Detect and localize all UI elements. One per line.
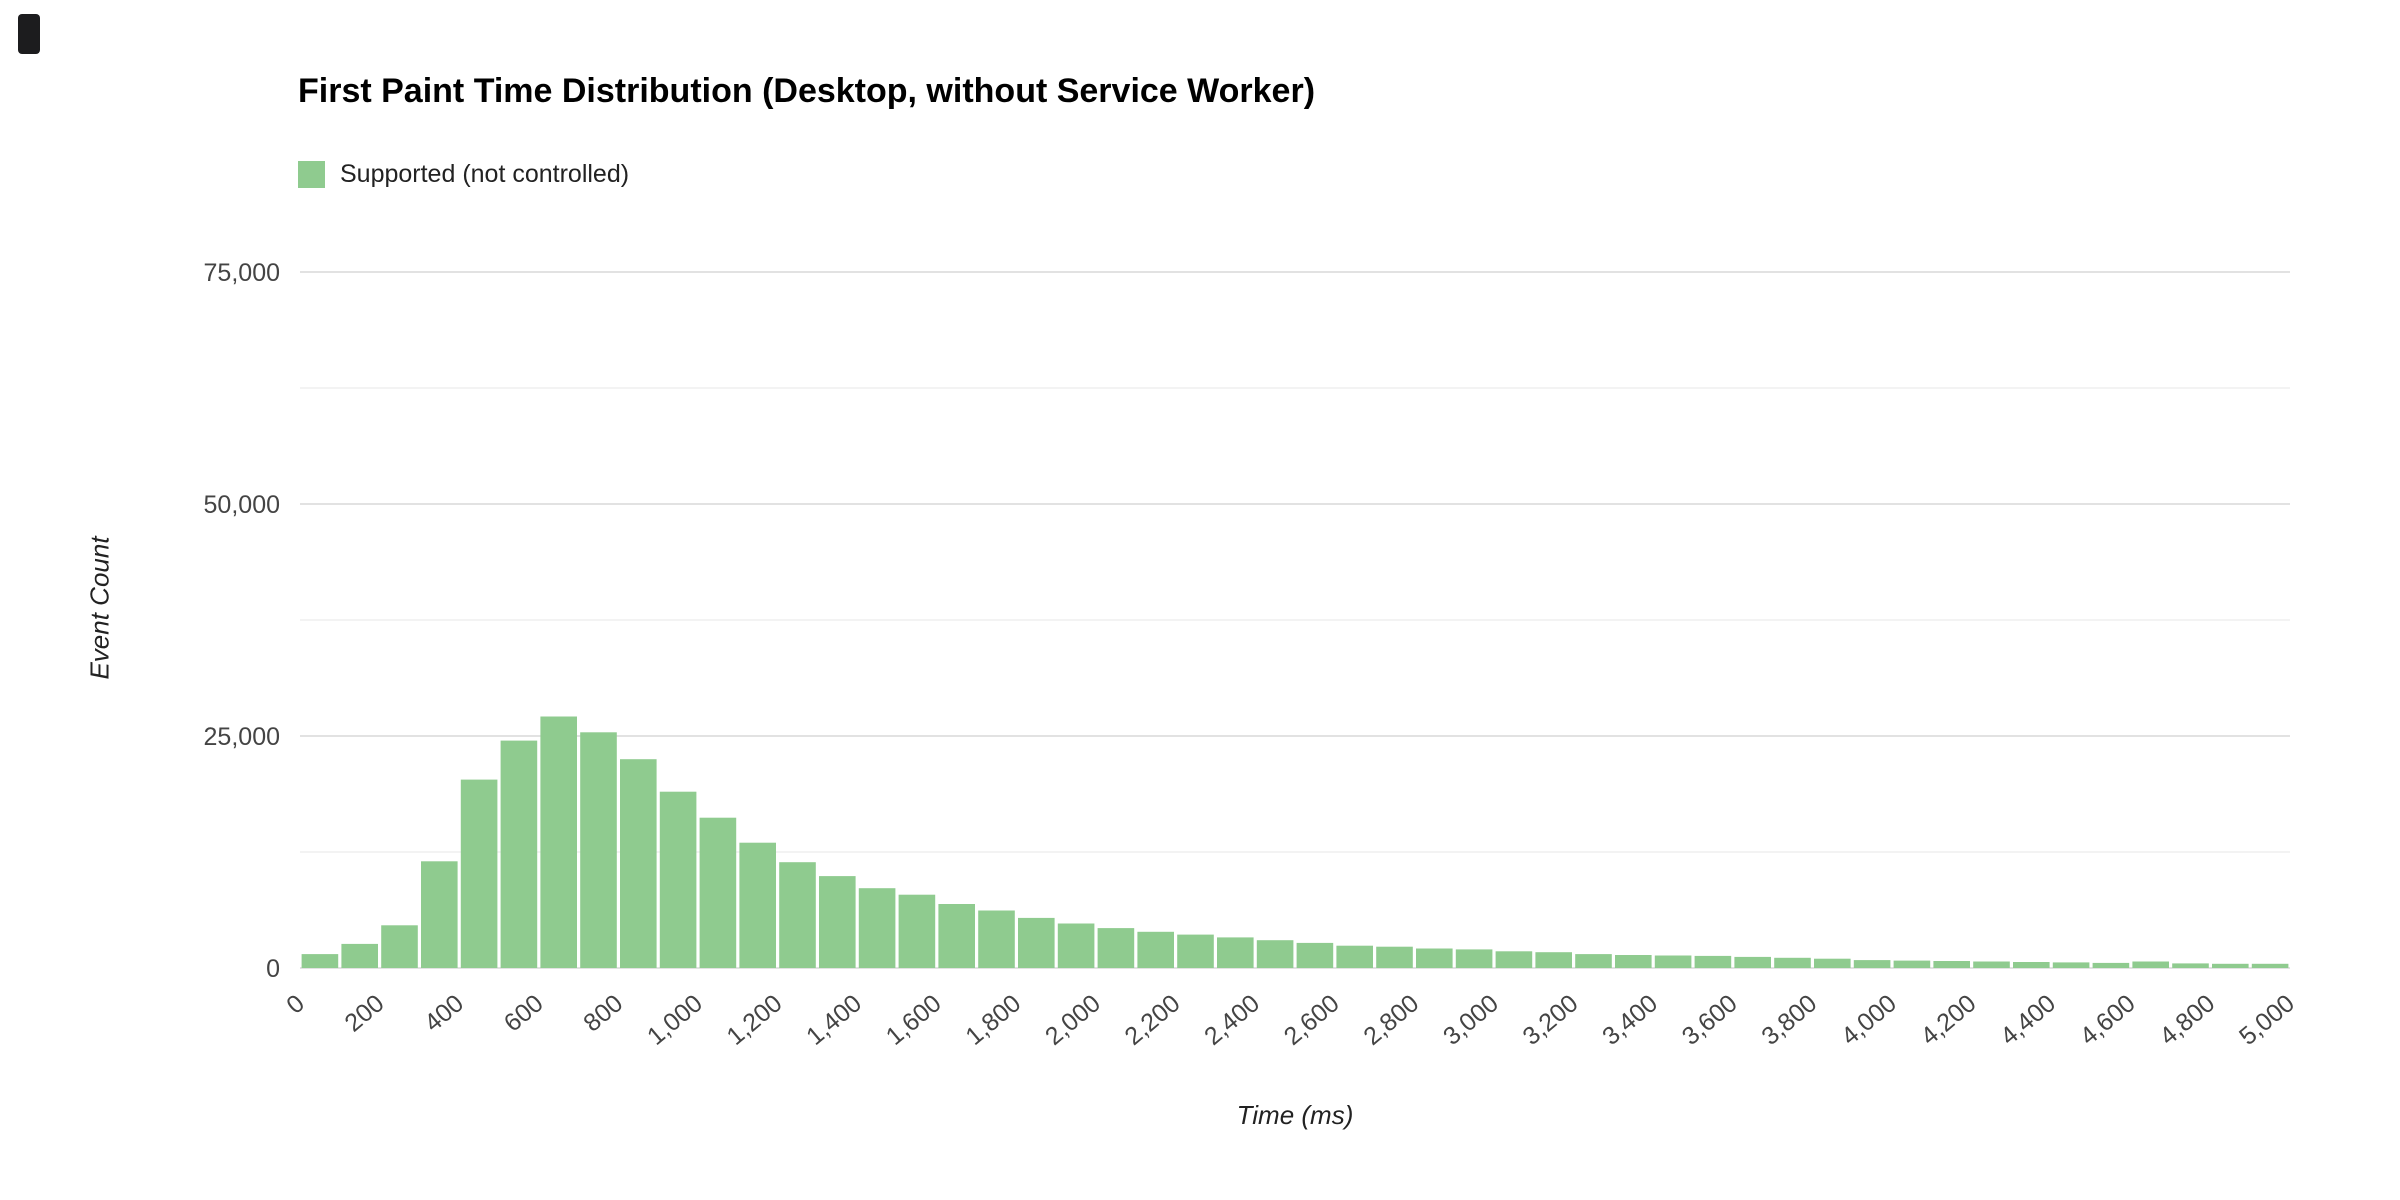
y-tick-label: 25,000: [204, 723, 280, 751]
histogram-bar[interactable]: [2132, 961, 2169, 969]
histogram-bar[interactable]: [1933, 961, 1970, 968]
histogram-bar[interactable]: [1097, 928, 1135, 968]
histogram-bar[interactable]: [1376, 946, 1413, 968]
x-tick-label: 0: [281, 989, 310, 1019]
histogram-bar[interactable]: [2092, 962, 2130, 968]
x-tick-label: 600: [499, 989, 549, 1037]
histogram-bar[interactable]: [898, 894, 936, 968]
x-tick-label: 400: [419, 989, 469, 1037]
x-tick-label: 2,200: [1120, 989, 1186, 1051]
histogram-bar[interactable]: [1973, 961, 2010, 969]
histogram-bar[interactable]: [659, 791, 697, 968]
legend-swatch-icon: [298, 161, 325, 188]
x-tick-label: 4,400: [1995, 989, 2061, 1051]
histogram-bar[interactable]: [1853, 960, 1891, 968]
histogram-bar[interactable]: [460, 779, 498, 968]
histogram-bar[interactable]: [421, 861, 458, 968]
histogram-bar[interactable]: [2172, 963, 2209, 968]
histogram-bar[interactable]: [1495, 951, 1533, 968]
histogram-bar[interactable]: [1336, 945, 1373, 968]
histogram-bar[interactable]: [819, 876, 856, 968]
x-tick-label: 1,200: [722, 989, 788, 1051]
histogram-bar[interactable]: [2013, 962, 2050, 968]
histogram-bar[interactable]: [500, 740, 538, 968]
x-axis-title: Time (ms): [1236, 1100, 1354, 1130]
x-tick-label: 1,000: [642, 989, 708, 1051]
x-tick-label: 2,600: [1279, 989, 1345, 1051]
histogram-bar[interactable]: [1654, 955, 1692, 969]
x-tick-label: 3,800: [1756, 989, 1822, 1051]
histogram-bar[interactable]: [1018, 917, 1055, 968]
histogram-bar[interactable]: [1416, 948, 1453, 969]
histogram-bar[interactable]: [381, 925, 418, 968]
histogram-bar[interactable]: [1057, 923, 1095, 969]
histogram-bar[interactable]: [1615, 955, 1652, 968]
x-tick-label: 2,800: [1358, 989, 1424, 1051]
histogram-bar[interactable]: [1734, 956, 1771, 968]
x-tick-label: 4,600: [2075, 989, 2141, 1051]
histogram-bar[interactable]: [1296, 942, 1334, 968]
histogram-bar[interactable]: [1893, 960, 1931, 968]
histogram-bar[interactable]: [1575, 954, 1612, 968]
histogram-bar[interactable]: [620, 759, 657, 968]
x-tick-label: 1,400: [801, 989, 867, 1051]
x-tick-label: 1,600: [881, 989, 947, 1051]
x-tick-label: 2,000: [1040, 989, 1106, 1051]
histogram-bar[interactable]: [978, 910, 1015, 969]
histogram-bar[interactable]: [1694, 955, 1732, 968]
x-tick-label: 3,600: [1677, 989, 1743, 1051]
x-tick-label: 3,000: [1438, 989, 1504, 1051]
x-tick-label: 1,800: [960, 989, 1026, 1051]
x-tick-label: 4,200: [1916, 989, 1982, 1051]
histogram-bar[interactable]: [540, 716, 577, 969]
y-tick-label: 50,000: [204, 491, 280, 519]
x-tick-label: 3,400: [1597, 989, 1663, 1051]
histogram-bar[interactable]: [938, 904, 975, 968]
x-tick-label: 3,200: [1518, 989, 1584, 1051]
histogram-bar[interactable]: [699, 817, 737, 968]
legend: Supported (not controlled): [298, 160, 629, 189]
chart-title: First Paint Time Distribution (Desktop, …: [298, 72, 1316, 110]
histogram-bar[interactable]: [2212, 963, 2249, 968]
x-tick-label: 200: [340, 989, 390, 1037]
histogram-bar[interactable]: [1455, 949, 1493, 968]
x-tick-label: 800: [578, 989, 628, 1037]
histogram-bar[interactable]: [1177, 934, 1214, 968]
histogram-bar[interactable]: [580, 732, 617, 968]
histogram-bar[interactable]: [2052, 962, 2090, 968]
histogram-bar[interactable]: [2251, 963, 2289, 968]
histogram-bar[interactable]: [1217, 937, 1254, 968]
x-tick-label: 4,800: [2154, 989, 2220, 1051]
x-tick-label: 5,000: [2234, 989, 2300, 1051]
histogram-bar[interactable]: [858, 888, 896, 968]
histogram-bar[interactable]: [301, 954, 339, 968]
x-tick-label: 4,000: [1836, 989, 1902, 1051]
screen-corner-artifact: [18, 14, 40, 54]
x-tick-label: 2,400: [1199, 989, 1265, 1051]
histogram-bar[interactable]: [1137, 931, 1174, 968]
histogram-bar[interactable]: [341, 943, 378, 968]
histogram-bar[interactable]: [779, 862, 816, 968]
y-tick-label: 75,000: [204, 259, 280, 287]
histogram-bar[interactable]: [1535, 952, 1572, 968]
legend-label: Supported (not controlled): [340, 160, 630, 188]
histogram-bar[interactable]: [739, 842, 776, 968]
y-tick-label: 0: [266, 955, 280, 983]
histogram-bar[interactable]: [1256, 940, 1294, 968]
histogram-bar[interactable]: [1814, 958, 1851, 968]
histogram-bar[interactable]: [1774, 957, 1811, 968]
